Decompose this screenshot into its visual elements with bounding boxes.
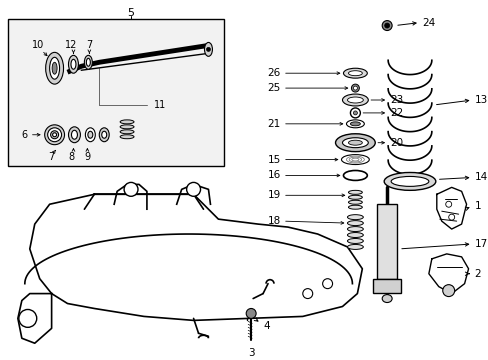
Ellipse shape (343, 68, 366, 78)
Ellipse shape (85, 128, 95, 142)
Ellipse shape (335, 134, 374, 152)
Circle shape (124, 183, 138, 196)
Text: 12: 12 (65, 40, 78, 50)
Ellipse shape (120, 135, 134, 139)
Ellipse shape (348, 190, 362, 194)
Text: 13: 13 (473, 95, 487, 105)
Circle shape (186, 183, 200, 196)
Circle shape (448, 214, 454, 220)
Text: 1: 1 (473, 201, 480, 211)
Ellipse shape (347, 97, 363, 103)
Text: 22: 22 (389, 108, 403, 118)
Ellipse shape (120, 120, 134, 124)
Ellipse shape (347, 215, 363, 220)
Ellipse shape (347, 238, 363, 243)
Ellipse shape (47, 128, 61, 142)
Ellipse shape (68, 55, 78, 73)
Ellipse shape (348, 140, 362, 145)
Circle shape (353, 111, 357, 115)
Ellipse shape (342, 138, 367, 148)
Text: 6: 6 (21, 130, 28, 140)
Ellipse shape (71, 130, 77, 139)
Bar (372, 279, 400, 293)
Ellipse shape (102, 131, 106, 138)
Ellipse shape (71, 59, 76, 69)
Text: 10: 10 (32, 40, 44, 50)
Bar (8, 19, 224, 166)
Ellipse shape (350, 122, 360, 126)
Ellipse shape (348, 71, 362, 76)
Text: 15: 15 (267, 154, 281, 165)
Ellipse shape (347, 233, 363, 238)
Circle shape (302, 289, 312, 298)
Text: 3: 3 (247, 348, 254, 358)
Ellipse shape (342, 94, 367, 106)
Text: 24: 24 (421, 18, 434, 28)
Text: 7: 7 (86, 40, 92, 50)
Text: 17: 17 (473, 239, 487, 249)
Ellipse shape (120, 130, 134, 134)
Circle shape (206, 48, 210, 51)
Text: 5: 5 (127, 8, 134, 18)
Ellipse shape (120, 125, 134, 129)
Text: 2: 2 (473, 269, 480, 279)
Text: 4: 4 (263, 321, 269, 331)
Text: 19: 19 (267, 190, 281, 200)
Text: 14: 14 (473, 172, 487, 183)
Ellipse shape (346, 120, 364, 128)
Ellipse shape (53, 133, 57, 137)
Ellipse shape (84, 55, 92, 69)
Text: 18: 18 (267, 216, 281, 226)
Ellipse shape (348, 195, 362, 199)
Circle shape (19, 310, 37, 327)
Text: 23: 23 (389, 95, 403, 105)
Text: 7: 7 (48, 152, 55, 162)
Circle shape (353, 86, 357, 90)
Ellipse shape (50, 57, 60, 79)
Ellipse shape (347, 226, 363, 231)
Text: 8: 8 (68, 152, 74, 162)
Text: 11: 11 (154, 100, 166, 110)
Text: 20: 20 (389, 138, 403, 148)
Ellipse shape (86, 58, 90, 66)
Ellipse shape (99, 128, 109, 142)
Ellipse shape (341, 154, 368, 165)
Ellipse shape (382, 294, 391, 302)
Ellipse shape (347, 244, 363, 249)
Ellipse shape (204, 42, 212, 56)
Ellipse shape (348, 205, 362, 209)
Ellipse shape (384, 172, 435, 190)
Circle shape (245, 309, 256, 318)
Text: 16: 16 (267, 170, 281, 180)
Circle shape (384, 23, 389, 28)
Text: 9: 9 (84, 152, 90, 162)
Text: 21: 21 (267, 119, 281, 129)
Ellipse shape (68, 127, 80, 143)
Ellipse shape (52, 62, 57, 74)
Ellipse shape (88, 131, 93, 138)
Circle shape (442, 285, 454, 297)
Ellipse shape (390, 176, 428, 186)
Ellipse shape (45, 52, 63, 84)
Circle shape (445, 201, 451, 207)
Ellipse shape (348, 200, 362, 204)
Circle shape (322, 279, 332, 289)
Ellipse shape (347, 221, 363, 226)
Ellipse shape (44, 125, 64, 145)
Circle shape (382, 21, 391, 31)
Text: 25: 25 (267, 83, 281, 93)
Bar (376, 204, 396, 279)
Ellipse shape (51, 131, 59, 139)
Text: 26: 26 (267, 68, 281, 78)
Circle shape (351, 84, 359, 92)
